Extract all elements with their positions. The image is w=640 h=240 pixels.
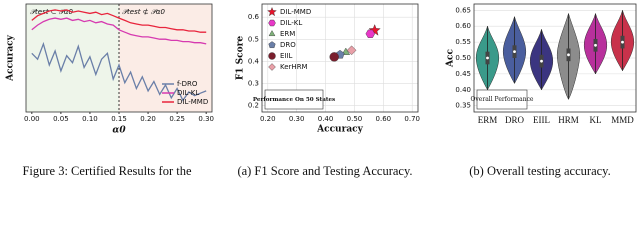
x-tick-label: 0.05 (53, 115, 69, 123)
line (31, 41, 207, 102)
annotation: Performance On 50 States (253, 97, 335, 103)
x-tick-label: 0.30 (198, 115, 214, 123)
point (268, 19, 276, 27)
x-tick-label: KL (590, 115, 602, 125)
legend-label: DIL-KL (177, 89, 199, 97)
x-axis-label: α0 (112, 126, 126, 136)
annotation: Overall Performance (471, 96, 534, 103)
y-axis-label: F1 Score (236, 36, 246, 81)
y-axis-label: Accuracy (6, 34, 16, 82)
x-tick-label: 0.50 (347, 115, 363, 123)
y-tick-label: 0.3 (248, 79, 259, 87)
caption: (b) Overall testing accuracy. (469, 164, 610, 178)
legend-label: DRO (280, 41, 296, 49)
y-tick-label: 0.45 (455, 70, 471, 78)
y-tick-label: 0.4 (248, 57, 260, 65)
caption: (a) F1 Score and Testing Accuracy. (237, 164, 412, 178)
region-right (119, 4, 212, 112)
point (368, 24, 381, 36)
point (346, 45, 357, 56)
x-tick-label: 0.15 (111, 115, 127, 123)
annotation: 𝒫test ⊂ 𝒫α0 (30, 8, 73, 16)
median (567, 53, 570, 57)
x-tick-label: 0.60 (376, 115, 392, 123)
legend-label: DIL-KL (280, 19, 302, 27)
x-tick-label: 0.70 (404, 115, 420, 123)
x-tick-label: EIIL (533, 115, 550, 125)
annotation-box (264, 89, 324, 110)
legend-label: DIL-MMD (280, 8, 311, 16)
caption: Figure 3: Certified Results for the (22, 164, 192, 178)
y-tick-label: 0.6 (248, 13, 260, 21)
y-tick-label: 0.55 (455, 38, 471, 46)
point (267, 6, 277, 17)
y-tick-label: 0.5 (248, 35, 259, 43)
x-tick-label: DRO (505, 115, 525, 125)
point (365, 29, 376, 38)
y-axis-label: Acc (446, 49, 456, 68)
y-tick-label: 0.50 (455, 54, 471, 62)
x-tick-label: 0.20 (140, 115, 156, 123)
legend-label: f-DRO (177, 80, 198, 88)
x-tick-label: HRM (558, 115, 579, 125)
median (594, 43, 597, 47)
plot-frame (261, 3, 419, 113)
point (268, 41, 276, 48)
legend-label: KerHRM (280, 63, 308, 71)
plot-frame (473, 3, 637, 113)
x-tick-label: 0.10 (82, 115, 98, 123)
x-tick-label: ERM (478, 115, 498, 125)
point (268, 52, 276, 60)
annotation-box (476, 89, 528, 110)
y-tick-label: 0.60 (455, 22, 471, 30)
y-tick-label: 0.2 (248, 101, 259, 109)
x-tick-label: 0.40 (318, 115, 334, 123)
median (513, 50, 516, 54)
x-tick-label: 0.20 (260, 115, 276, 123)
point (329, 52, 339, 62)
figure: 𝒫test ⊂ 𝒫α0 𝒫test ⊄ 𝒫α0 0.00 0.05 0.10 0.15 0.… (6, 3, 637, 178)
line (31, 17, 207, 45)
x-tick-label: 0.00 (24, 115, 40, 123)
x-axis-label: Accuracy (316, 125, 364, 135)
point (268, 63, 276, 71)
x-tick-label: 0.25 (169, 115, 185, 123)
y-tick-label: 0.65 (455, 6, 471, 14)
legend-label: ERM (280, 30, 295, 38)
line (31, 9, 207, 33)
point (268, 30, 276, 36)
legend-label: EIIL (280, 52, 293, 60)
y-tick-label: 0.35 (455, 102, 471, 110)
median (486, 56, 489, 60)
annotation: 𝒫test ⊄ 𝒫α0 (122, 8, 165, 16)
x-tick-label: 0.30 (289, 115, 305, 123)
median (621, 40, 624, 44)
legend-label: DIL-MMD (177, 98, 208, 106)
median (540, 59, 543, 63)
x-tick-label: MMD (611, 115, 634, 125)
y-tick-label: 0.40 (455, 86, 471, 94)
